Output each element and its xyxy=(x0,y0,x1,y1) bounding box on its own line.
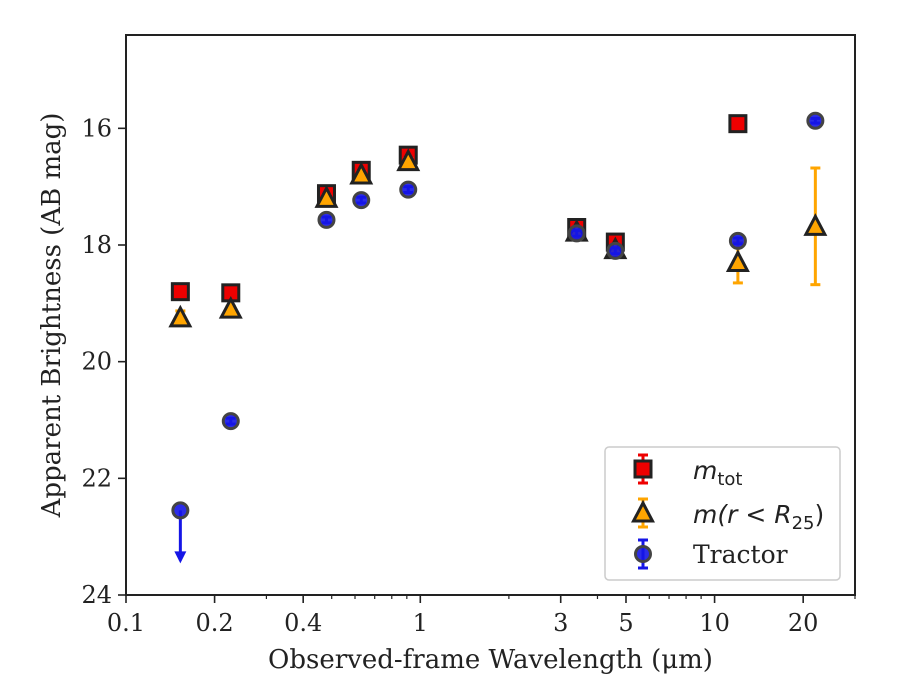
y-axis-label: Apparent Brightness (AB mag) xyxy=(37,113,67,519)
data-point xyxy=(728,114,748,134)
x-tick-label: 20 xyxy=(788,609,819,637)
ticks-layer: 0.1 0.2 0.4 1 3 5 10 20 16 18 20 22 24 xyxy=(81,114,856,637)
legend-label-mtot: mtot xyxy=(693,456,743,490)
data-point xyxy=(567,224,586,243)
legend-marker-triangle xyxy=(631,499,655,523)
x-tick-label: 3 xyxy=(553,609,568,637)
legend-marker-square xyxy=(633,459,653,479)
data-point xyxy=(221,412,240,431)
x-tick-label: 0.1 xyxy=(107,609,145,637)
y-tick-label: 16 xyxy=(81,114,112,142)
series-square xyxy=(170,114,748,303)
x-tick-label: 0.2 xyxy=(196,609,234,637)
y-tick-label: 24 xyxy=(81,581,112,609)
upper-limit-arrowhead xyxy=(174,551,187,564)
data-point xyxy=(728,231,747,250)
data-point xyxy=(806,111,825,130)
y-tick-label: 18 xyxy=(81,231,112,259)
y-tick-label: 22 xyxy=(81,464,112,492)
x-tick-label: 1 xyxy=(413,609,428,637)
data-point xyxy=(606,241,625,260)
legend-frame xyxy=(604,446,841,581)
x-axis-label: Observed-frame Wavelength (μm) xyxy=(268,645,713,675)
series-circle xyxy=(171,111,825,564)
legend: mtot m(r < R25) Tractor xyxy=(604,446,841,581)
data-point xyxy=(725,249,750,272)
y-tick-label: 20 xyxy=(81,348,112,376)
data-point xyxy=(352,191,371,210)
data-point xyxy=(168,304,193,328)
data-point xyxy=(170,282,190,302)
data-point xyxy=(317,210,336,229)
legend-label-tractor: Tractor xyxy=(693,540,788,569)
plot-frame xyxy=(125,34,856,596)
data-point xyxy=(171,501,190,520)
marks-layer xyxy=(168,111,828,564)
x-tick-label: 0.4 xyxy=(284,609,322,637)
x-tick-label: 10 xyxy=(699,609,730,637)
data-point xyxy=(803,213,828,236)
data-point xyxy=(314,185,339,208)
legend-marker-circle xyxy=(634,545,652,563)
legend-markers xyxy=(631,453,655,570)
x-tick-label: 5 xyxy=(618,609,633,637)
series-triangle xyxy=(168,148,828,328)
data-point xyxy=(399,180,418,199)
legend-label-mr: m(r < R25) xyxy=(693,500,824,534)
data-point xyxy=(396,148,421,172)
data-point xyxy=(349,161,374,185)
data-point xyxy=(218,295,243,319)
